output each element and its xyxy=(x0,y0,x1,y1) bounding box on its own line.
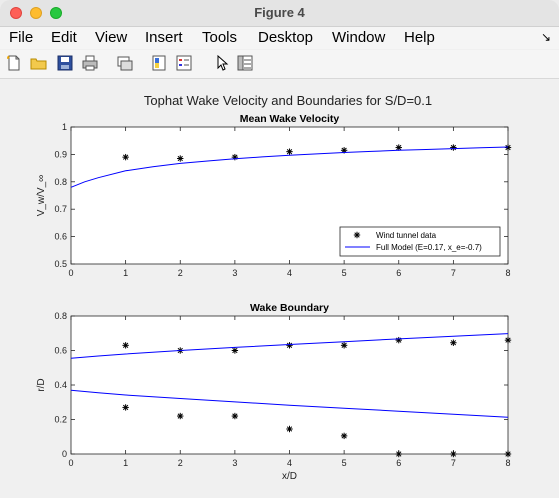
title-bar: Figure 4 xyxy=(0,0,559,27)
x-tick-label: 7 xyxy=(451,458,456,468)
window-title: Figure 4 xyxy=(254,5,305,20)
x-tick-label: 0 xyxy=(68,458,73,468)
axes-mean-wake-velocity[interactable]: Mean Wake Velocity 0 1 2 3 4 5 6 7 8 0.5 0.6 0.7 0.8 0… xyxy=(36,113,512,278)
y-tick-label: 0.6 xyxy=(54,346,67,356)
x-tick-label: 0 xyxy=(68,268,73,278)
menu-desktop[interactable]: Desktop xyxy=(258,29,314,46)
x-tick-label: 8 xyxy=(505,458,510,468)
figure-plot-area: Tophat Wake Velocity and Boundaries for … xyxy=(36,93,512,482)
data-point-marker xyxy=(450,450,457,458)
x-tick-label: 5 xyxy=(342,458,347,468)
data-point-marker xyxy=(122,404,129,411)
figure-canvas: Tophat Wake Velocity and Boundaries for … xyxy=(0,79,559,498)
data-point-marker xyxy=(340,432,348,440)
x-tick-label: 6 xyxy=(396,458,401,468)
menu-help[interactable]: Help xyxy=(404,29,435,46)
x-tick-label: 6 xyxy=(396,268,401,278)
data-point-marker xyxy=(450,144,457,151)
y-tick-label: 0.8 xyxy=(54,311,67,321)
close-button[interactable] xyxy=(10,7,22,19)
x-tick-label: 4 xyxy=(287,458,292,468)
legend[interactable]: Wind tunnel data Full Model (E=0.17, x_e=… xyxy=(339,226,501,257)
legend-entry: Wind tunnel data xyxy=(376,231,437,240)
maximize-button[interactable] xyxy=(50,7,62,19)
x-tick-label: 4 xyxy=(287,268,292,278)
toolbar xyxy=(0,50,559,79)
y-tick-label: 0.5 xyxy=(54,259,67,269)
y-tick-label: 1 xyxy=(62,122,67,132)
axes-title: Wake Boundary xyxy=(250,302,329,314)
save-icon[interactable] xyxy=(56,54,74,72)
colorbar-icon[interactable] xyxy=(150,54,168,72)
model-line xyxy=(70,146,509,188)
legend-marker-swatch xyxy=(353,231,361,239)
data-point-marker xyxy=(395,144,402,151)
open-file-icon[interactable] xyxy=(30,54,48,72)
axes-title: Mean Wake Velocity xyxy=(240,113,340,125)
x-tick-label: 1 xyxy=(123,458,128,468)
dock-arrow-icon[interactable]: ↘ xyxy=(540,30,551,44)
legend-icon[interactable] xyxy=(175,54,193,72)
legend-box xyxy=(339,226,501,257)
data-point-marker xyxy=(231,347,239,354)
data-point-marker xyxy=(504,450,512,458)
data-point-marker xyxy=(177,155,184,162)
menu-bar: File Edit View Insert Tools Desktop Wind… xyxy=(0,27,559,49)
model-line xyxy=(70,389,509,418)
y-tick-label: 0.6 xyxy=(54,232,67,242)
data-point-marker xyxy=(504,336,512,344)
data-point-marker xyxy=(286,342,293,349)
menu-tools[interactable]: Tools xyxy=(202,29,238,46)
y-tick-label: 0.2 xyxy=(54,415,67,425)
data-point-marker xyxy=(286,148,293,155)
data-point-marker xyxy=(122,153,129,161)
y-axis-label: r/D xyxy=(36,378,47,391)
axes-wake-boundary[interactable]: Wake Boundary 0 1 2 3 4 5 6 7 8 0 0.2 0.4 0.6 0.8 x/D r/… xyxy=(36,302,512,482)
x-tick-label: 5 xyxy=(342,268,347,278)
y-tick-label: 0.4 xyxy=(54,380,67,390)
y-tick-label: 0.8 xyxy=(54,177,67,187)
data-point-marker xyxy=(177,412,184,420)
data-point-marker xyxy=(122,342,129,349)
data-point-marker xyxy=(286,425,293,433)
link-icon[interactable] xyxy=(116,54,134,72)
data-point-marker xyxy=(395,450,402,458)
data-point-marker xyxy=(395,336,402,344)
figure-suptitle: Tophat Wake Velocity and Boundaries for … xyxy=(144,93,432,108)
menu-insert[interactable]: Insert xyxy=(145,29,183,46)
data-point-marker xyxy=(231,412,239,420)
x-tick-label: 1 xyxy=(123,268,128,278)
data-point-marker xyxy=(340,147,348,154)
data-point-marker xyxy=(340,342,348,349)
y-axis-label: V_w/V_∞ xyxy=(36,175,47,217)
menu-file[interactable]: File xyxy=(9,29,34,46)
y-tick-label: 0.9 xyxy=(54,149,67,159)
x-tick-label: 3 xyxy=(232,458,237,468)
x-tick-label: 3 xyxy=(232,268,237,278)
x-axis-label: x/D xyxy=(282,471,297,482)
x-tick-label: 2 xyxy=(178,458,183,468)
menu-edit[interactable]: Edit xyxy=(51,29,77,46)
minimize-button[interactable] xyxy=(30,7,42,19)
x-tick-label: 7 xyxy=(451,268,456,278)
data-point-marker xyxy=(450,339,457,346)
pointer-icon[interactable] xyxy=(213,54,231,72)
property-inspector-icon[interactable] xyxy=(236,54,254,72)
menu-window[interactable]: Window xyxy=(332,29,386,46)
new-figure-icon[interactable] xyxy=(5,54,23,72)
print-icon[interactable] xyxy=(81,54,99,72)
menu-view[interactable]: View xyxy=(95,29,128,46)
y-tick-label: 0 xyxy=(62,449,67,459)
model-line xyxy=(70,333,509,359)
legend-entry: Full Model (E=0.17, x_e=-0.7) xyxy=(376,243,482,252)
y-tick-label: 0.7 xyxy=(54,204,67,214)
x-tick-label: 8 xyxy=(505,268,510,278)
x-tick-label: 2 xyxy=(178,268,183,278)
